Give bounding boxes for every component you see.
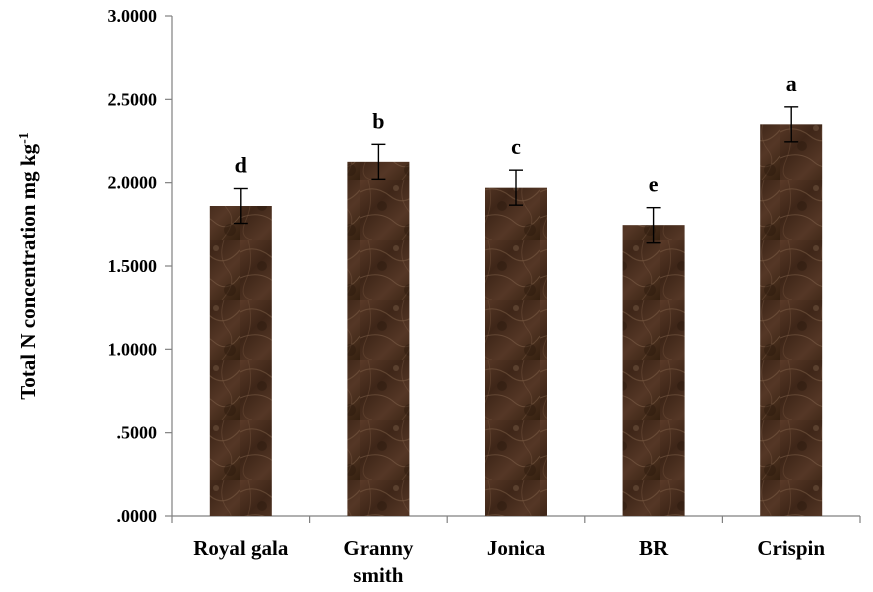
category-label-line: Jonica xyxy=(487,536,546,560)
category-label-line: Granny xyxy=(343,536,414,560)
category-label-line: Royal gala xyxy=(193,536,289,560)
bar xyxy=(622,225,685,516)
significance-letter: c xyxy=(511,134,521,159)
y-axis-label: Total N concentration mg kg-1 xyxy=(16,132,40,400)
significance-letter: a xyxy=(786,71,797,96)
y-tick-label: .0000 xyxy=(117,506,158,526)
bar xyxy=(209,206,272,516)
y-axis-label-text: Total N concentration mg kg xyxy=(16,143,40,399)
category-label: Royal gala xyxy=(193,536,289,560)
category-label: Granny smith xyxy=(343,536,414,587)
x-ticks xyxy=(171,516,861,523)
bar xyxy=(760,124,823,516)
category-label: BR xyxy=(639,536,669,560)
significance-letter: d xyxy=(235,153,247,178)
y-tick-label: 1.5000 xyxy=(108,256,158,276)
significance-letter: b xyxy=(372,108,384,133)
y-ticks: .0000 .5000 1.0000 1.5000 2.0000 2.5000 3.0000 xyxy=(108,6,172,526)
category-labels: Royal gala Granny smith Jonica BR Crispin xyxy=(193,536,825,587)
category-label: Jonica xyxy=(487,536,546,560)
significance-letter: e xyxy=(649,172,659,197)
y-tick-label: 2.5000 xyxy=(108,89,158,109)
y-tick-label: .5000 xyxy=(117,423,158,443)
category-label-line: BR xyxy=(639,536,669,560)
category-label-line: Crispin xyxy=(757,536,825,560)
y-tick-label: 1.0000 xyxy=(108,339,158,359)
bar xyxy=(485,187,547,516)
error-bars xyxy=(233,106,799,244)
y-tick-label: 3.0000 xyxy=(108,6,158,26)
category-label-line: smith xyxy=(353,563,403,587)
y-tick-label: 2.0000 xyxy=(108,173,158,193)
bars xyxy=(209,124,823,517)
significance-letters: d b c e a xyxy=(235,71,797,197)
category-label: Crispin xyxy=(757,536,825,560)
y-axis-label-superscript: -1 xyxy=(17,132,32,144)
bar xyxy=(347,161,410,517)
